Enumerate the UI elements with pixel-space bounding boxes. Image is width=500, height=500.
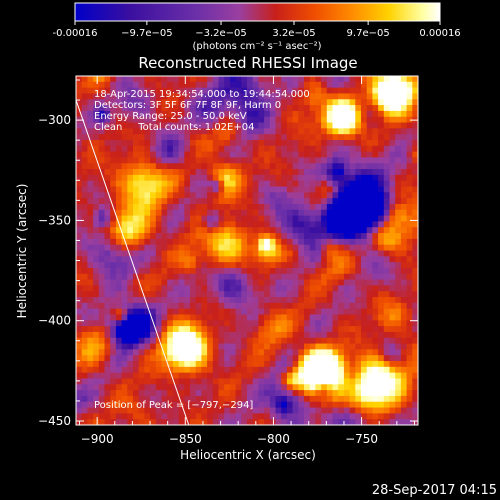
y-tick-label: −450 <box>38 414 71 428</box>
colorbar-ticks: -0.00016 −9.7e−05 −3.2e−05 3.2e−05 9.7e−05 0.… <box>53 21 461 39</box>
colorbar-tick-label: 3.2e−05 <box>272 28 315 39</box>
y-axis: −300 −350 −400 −450 <box>38 79 418 428</box>
colorbar-tick-label: -0.00016 <box>53 28 98 39</box>
y-tick-label: −350 <box>38 213 71 227</box>
colorbar-tick-label: 0.00016 <box>419 28 460 39</box>
footer-timestamp: 28-Sep-2017 04:15 <box>372 483 497 498</box>
x-axis-label: Heliocentric X (arcsec) <box>180 448 316 462</box>
annotation-detectors: Detectors: 3F 5F 6F 7F 8F 9F, Harm 0 <box>94 100 281 111</box>
colorbar <box>74 2 441 22</box>
x-axis: −900 −850 −800 −750 <box>79 76 415 446</box>
y-tick-label: −400 <box>38 314 71 328</box>
annotation-time: 18-Apr-2015 19:34:54.000 to 19:44:54.000 <box>94 89 310 100</box>
annotation-peak-position: Position of Peak = [−797,−294] <box>94 400 253 411</box>
x-tick-label: −900 <box>81 432 114 446</box>
colorbar-tick-label: −3.2e−05 <box>195 28 247 39</box>
x-tick-label: −750 <box>345 432 378 446</box>
chart-title: Reconstructed RHESSI Image <box>138 54 357 72</box>
y-axis-label: Heliocentric Y (arcsec) <box>15 184 29 319</box>
solar-limb-line <box>76 99 190 425</box>
x-tick-label: −850 <box>169 432 202 446</box>
x-tick-label: −800 <box>257 432 290 446</box>
colorbar-tick-label: 9.7e−05 <box>347 28 390 39</box>
colorbar-tick-label: −9.7e−05 <box>121 28 173 39</box>
colorbar-units: (photons cm⁻² s⁻¹ asec⁻²) <box>192 41 321 52</box>
annotation-clean-counts: Clean Total counts: 1.02E+04 <box>94 122 254 133</box>
y-tick-label: −300 <box>38 113 71 127</box>
plot-frame <box>75 75 419 426</box>
annotation-energy: Energy Range: 25.0 - 50.0 keV <box>94 111 247 122</box>
